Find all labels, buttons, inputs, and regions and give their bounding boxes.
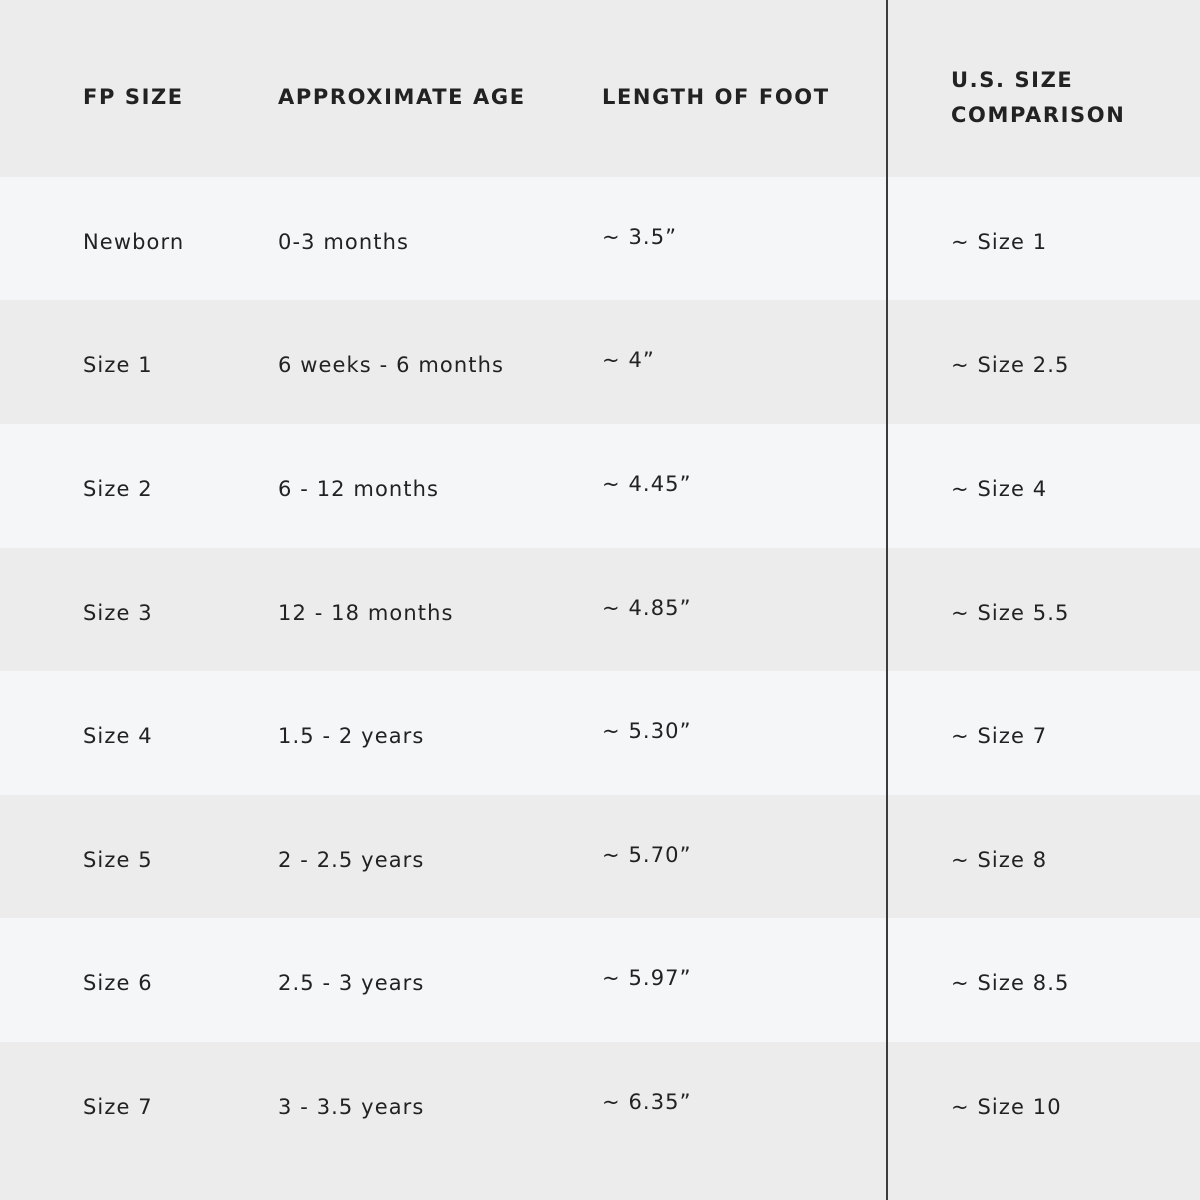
age-cell: 6 weeks - 6 months xyxy=(278,353,505,377)
us-size-cell: ~ Size 4 xyxy=(951,477,1048,501)
us-size-cell: ~ Size 8.5 xyxy=(951,971,1070,995)
foot-length-cell: ~ 3.5” xyxy=(602,225,678,249)
age-cell: 2.5 - 3 years xyxy=(278,971,425,995)
foot-length-cell: ~ 5.30” xyxy=(602,719,692,743)
table-row: Size 5 2 - 2.5 years ~ 5.70” ~ Size 8 xyxy=(0,795,1200,918)
foot-length-cell: ~ 6.35” xyxy=(602,1090,692,1114)
fp-size-cell: Size 5 xyxy=(83,848,153,872)
age-cell: 6 - 12 months xyxy=(278,477,440,501)
table-row: Size 7 3 - 3.5 years ~ 6.35” ~ Size 10 xyxy=(0,1042,1200,1200)
us-size-cell: ~ Size 7 xyxy=(951,724,1048,748)
us-size-cell: ~ Size 1 xyxy=(951,230,1048,254)
fp-size-cell: Newborn xyxy=(83,230,185,254)
header-us-size-comparison: U.S. SIZE COMPARISON xyxy=(951,68,1126,127)
header-fp-size: FP SIZE xyxy=(83,85,184,109)
fp-size-cell: Size 7 xyxy=(83,1095,153,1119)
age-cell: 12 - 18 months xyxy=(278,601,454,625)
age-cell: 1.5 - 2 years xyxy=(278,724,425,748)
table-header: FP SIZE APPROXIMATE AGE LENGTH OF FOOT U… xyxy=(0,0,1200,177)
fp-size-cell: Size 4 xyxy=(83,724,153,748)
age-cell: 2 - 2.5 years xyxy=(278,848,425,872)
fp-size-cell: Size 2 xyxy=(83,477,153,501)
age-cell: 3 - 3.5 years xyxy=(278,1095,425,1119)
us-size-cell: ~ Size 5.5 xyxy=(951,601,1070,625)
table-row: Size 3 12 - 18 months ~ 4.85” ~ Size 5.5 xyxy=(0,548,1200,671)
fp-size-cell: Size 6 xyxy=(83,971,153,995)
table-row: Size 2 6 - 12 months ~ 4.45” ~ Size 4 xyxy=(0,424,1200,548)
table-row: Size 6 2.5 - 3 years ~ 5.97” ~ Size 8.5 xyxy=(0,918,1200,1042)
fp-size-cell: Size 3 xyxy=(83,601,153,625)
foot-length-cell: ~ 5.70” xyxy=(602,843,692,867)
foot-length-cell: ~ 5.97” xyxy=(602,966,692,990)
age-cell: 0-3 months xyxy=(278,230,410,254)
foot-length-cell: ~ 4.85” xyxy=(602,596,692,620)
table-row: Size 4 1.5 - 2 years ~ 5.30” ~ Size 7 xyxy=(0,671,1200,795)
foot-length-cell: ~ 4” xyxy=(602,348,655,372)
header-approximate-age: APPROXIMATE AGE xyxy=(278,85,526,109)
column-divider xyxy=(886,0,888,1200)
table-row: Size 1 6 weeks - 6 months ~ 4” ~ Size 2.5 xyxy=(0,300,1200,424)
us-size-cell: ~ Size 8 xyxy=(951,848,1048,872)
foot-length-cell: ~ 4.45” xyxy=(602,472,692,496)
table-row: Newborn 0-3 months ~ 3.5” ~ Size 1 xyxy=(0,177,1200,300)
header-length-of-foot: LENGTH OF FOOT xyxy=(602,85,830,109)
us-size-cell: ~ Size 10 xyxy=(951,1095,1062,1119)
fp-size-cell: Size 1 xyxy=(83,353,153,377)
us-size-cell: ~ Size 2.5 xyxy=(951,353,1070,377)
